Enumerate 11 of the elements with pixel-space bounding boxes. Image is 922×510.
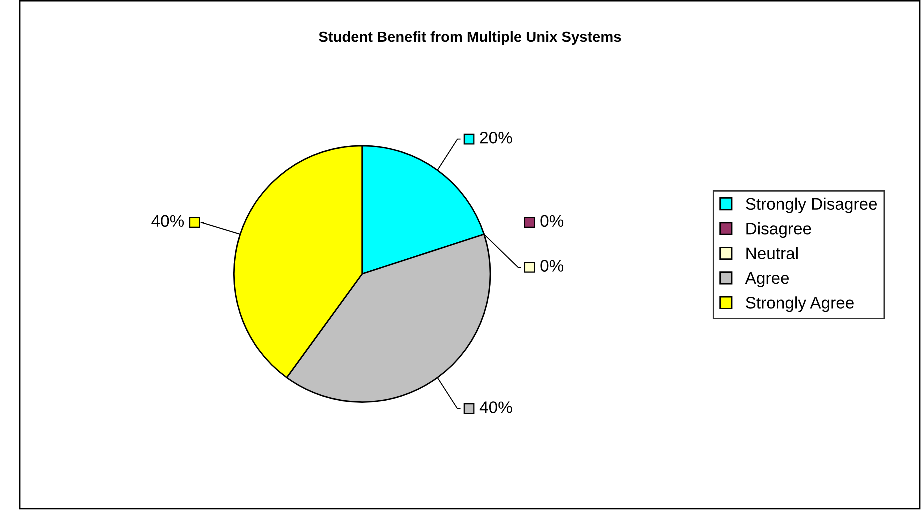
legend-label: Agree <box>745 272 790 288</box>
data-label: 40% <box>480 402 512 414</box>
text: 0% <box>540 215 564 228</box>
legend-label: Strongly Agree <box>746 296 854 312</box>
text: 0% <box>540 260 564 272</box>
legend-label: Neutral <box>746 247 798 260</box>
legend-label: Disagree <box>746 222 812 238</box>
data-label: 20% <box>480 132 512 144</box>
data-label: 40% <box>152 215 184 228</box>
chart-title: Student Benefit from Multiple Unix Systems <box>319 31 622 46</box>
legend-label: Strongly Disagree <box>746 198 878 214</box>
